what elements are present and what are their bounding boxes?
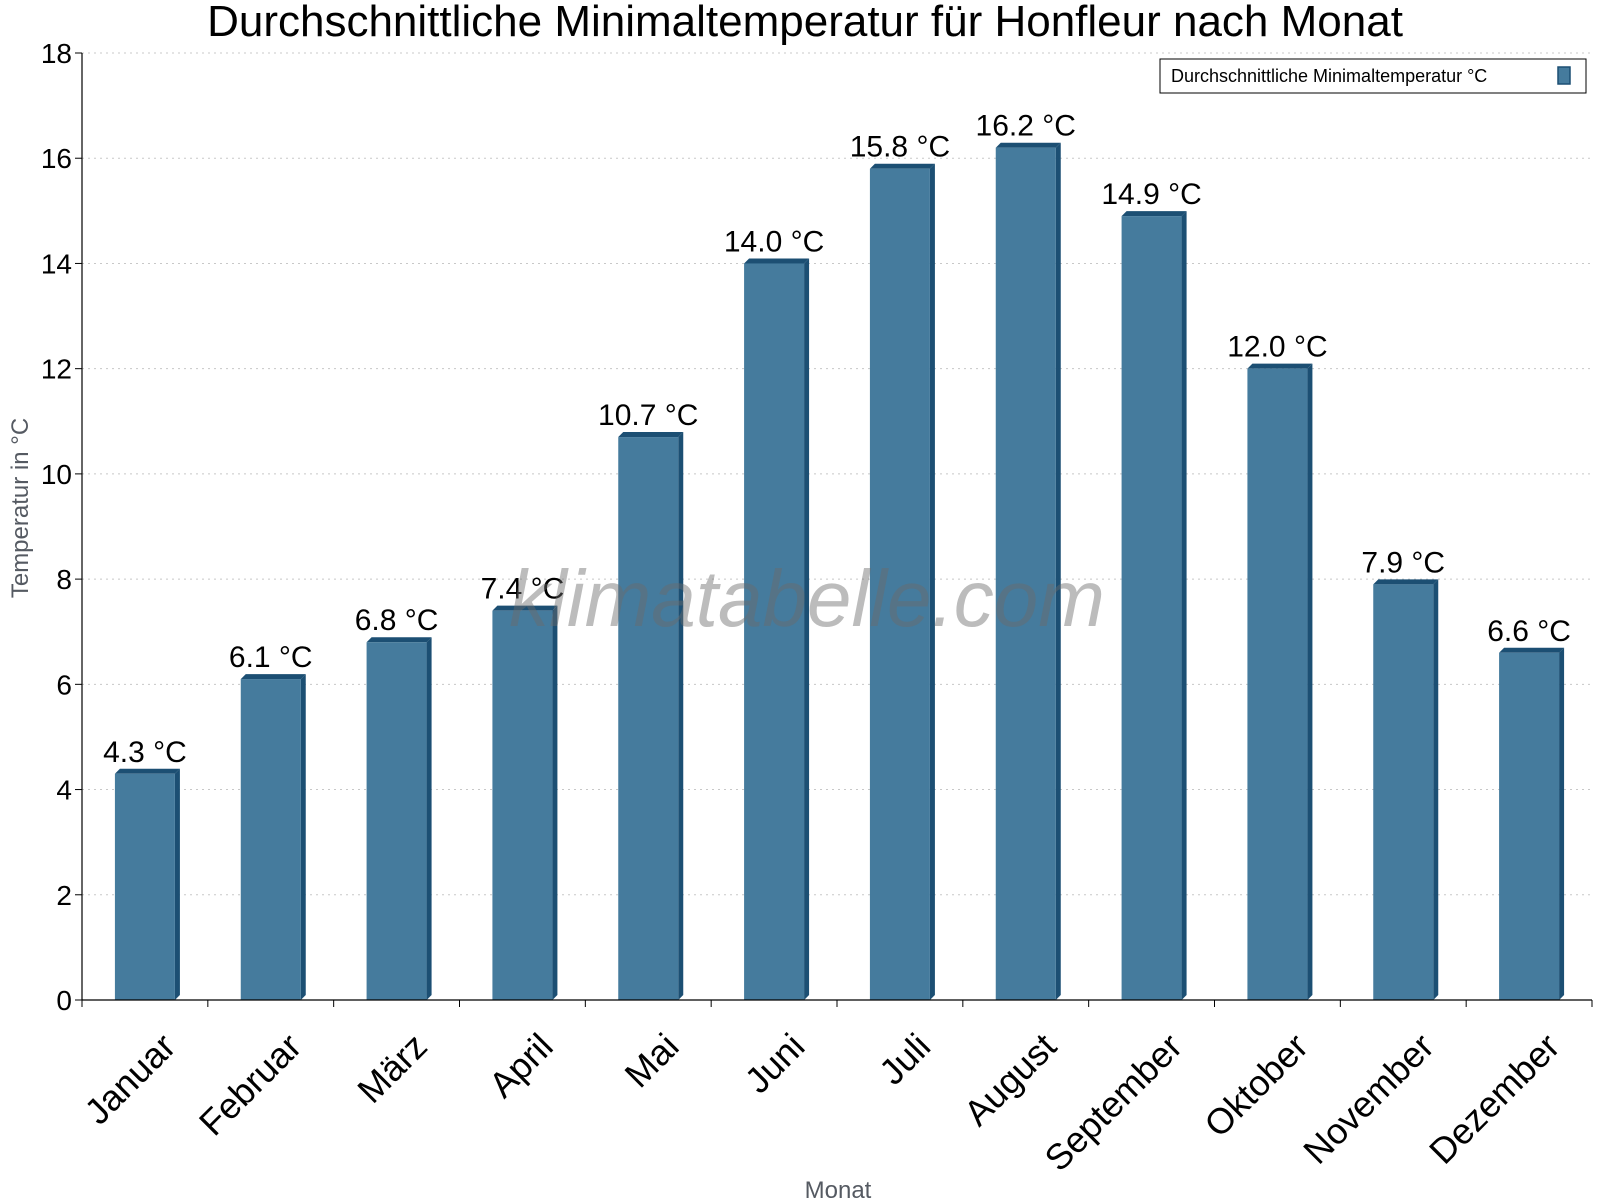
- bar-januar: [114, 768, 180, 1000]
- bar-top: [240, 674, 306, 680]
- bar-märz: [366, 637, 432, 1000]
- x-axis-title: Monat: [805, 1177, 872, 1200]
- x-tick-label: November: [1295, 1025, 1441, 1171]
- y-tick-label: 2: [56, 880, 72, 911]
- value-label: 12.0 °C: [1227, 331, 1327, 364]
- bar-top: [618, 432, 684, 438]
- y-tick-label: 6: [56, 669, 72, 700]
- value-label: 15.8 °C: [850, 131, 950, 164]
- legend: Durchschnittliche Minimaltemperatur °C: [1159, 58, 1587, 94]
- bar-face: [869, 168, 930, 1000]
- bar-top: [869, 163, 935, 169]
- bar-side: [804, 258, 810, 1000]
- value-labels: 4.3 °C 6.1 °C 6.8 °C 7.4 °C 10.7 °C 14.0 °C 15…: [103, 110, 1571, 769]
- y-tick-label: 4: [56, 775, 72, 806]
- bar-face: [492, 610, 553, 1000]
- value-label: 4.3 °C: [103, 736, 187, 769]
- bar-august: [995, 142, 1061, 1000]
- value-label: 14.0 °C: [724, 225, 824, 258]
- bar-side: [678, 432, 684, 1000]
- x-tick-label: Juli: [871, 1025, 938, 1092]
- bar-side: [1055, 142, 1061, 1000]
- y-tick-label: 12: [41, 354, 72, 385]
- y-axis-title: Temperatur in °C: [7, 418, 34, 598]
- bar-face: [995, 147, 1056, 1000]
- bar-februar: [240, 674, 306, 1000]
- bar-face: [1499, 652, 1560, 1000]
- bar-side: [174, 768, 180, 1000]
- value-label: 6.8 °C: [355, 604, 439, 637]
- x-tick-label: Januar: [76, 1025, 183, 1132]
- y-tick-label: 10: [41, 459, 72, 490]
- bar-top: [366, 637, 432, 643]
- value-label: 14.9 °C: [1101, 178, 1201, 211]
- x-tick-label: Oktober: [1196, 1025, 1316, 1145]
- x-tick-label: März: [349, 1025, 435, 1111]
- bar-oktober: [1247, 363, 1313, 1001]
- y-axis-ticks: 0 2 4 6 8 10 12 14 16 18: [41, 38, 82, 1016]
- x-tick-label: August: [956, 1025, 1064, 1133]
- bar-juni: [744, 258, 810, 1000]
- value-label: 7.4 °C: [481, 573, 565, 606]
- bar-mai: [618, 432, 684, 1000]
- x-tick-label: September: [1036, 1025, 1190, 1179]
- bar-face: [1247, 368, 1308, 1001]
- y-tick-label: 16: [41, 143, 72, 174]
- x-tick-label: April: [481, 1025, 561, 1105]
- bar-top: [492, 605, 558, 611]
- bar-side: [1307, 363, 1313, 1001]
- bar-face: [114, 773, 175, 1000]
- x-tick-label: Mai: [617, 1025, 687, 1095]
- bar-september: [1121, 211, 1187, 1000]
- chart-title: Durchschnittliche Minimaltemperatur für …: [207, 0, 1403, 46]
- bar-face: [1121, 216, 1182, 1000]
- bar-face: [618, 437, 679, 1000]
- value-label: 7.9 °C: [1361, 546, 1445, 579]
- grid-lines: [82, 52, 1592, 896]
- x-tick-label: Juni: [737, 1025, 813, 1101]
- bar-top: [1499, 647, 1565, 653]
- y-tick-label: 18: [41, 38, 72, 69]
- bar-top: [1373, 579, 1439, 585]
- bar-side: [552, 605, 558, 1000]
- y-tick-label: 14: [41, 248, 72, 279]
- bar-face: [240, 679, 301, 1000]
- x-tick-label: Dezember: [1421, 1025, 1567, 1171]
- y-tick-label: 0: [56, 985, 72, 1016]
- bar-side: [1433, 579, 1439, 1000]
- value-label: 6.6 °C: [1487, 615, 1571, 648]
- x-axis-ticks: Januar Februar März April Mai Juni Juli AugustS…: [76, 1000, 1593, 1179]
- x-tick-label: Februar: [191, 1025, 309, 1143]
- legend-label: Durchschnittliche Minimaltemperatur °C: [1171, 66, 1487, 86]
- watermark: klimatabelle.com: [509, 554, 1105, 643]
- bar-side: [1559, 647, 1565, 1000]
- bar-dezember: [1499, 647, 1565, 1000]
- value-label: 6.1 °C: [229, 641, 313, 674]
- bar-top: [114, 768, 180, 774]
- bar-face: [366, 642, 427, 1000]
- bar-side: [300, 674, 306, 1000]
- bar-november: [1373, 579, 1439, 1000]
- legend-swatch: [1557, 66, 1571, 85]
- bar-top: [995, 142, 1061, 148]
- bar-top: [1121, 211, 1187, 217]
- bar-side: [929, 163, 935, 1000]
- y-tick-label: 8: [56, 564, 72, 595]
- bar-top: [1247, 363, 1313, 369]
- bars: [114, 142, 1565, 1001]
- bar-juli: [869, 163, 935, 1000]
- bar-face: [1373, 584, 1434, 1000]
- bar-face: [744, 263, 805, 1000]
- bar-side: [1181, 211, 1187, 1000]
- value-label: 16.2 °C: [976, 110, 1076, 143]
- value-label: 10.7 °C: [598, 399, 698, 432]
- bar-top: [744, 258, 810, 264]
- bar-side: [426, 637, 432, 1000]
- bar-april: [492, 605, 558, 1000]
- legend-box: [1159, 58, 1587, 94]
